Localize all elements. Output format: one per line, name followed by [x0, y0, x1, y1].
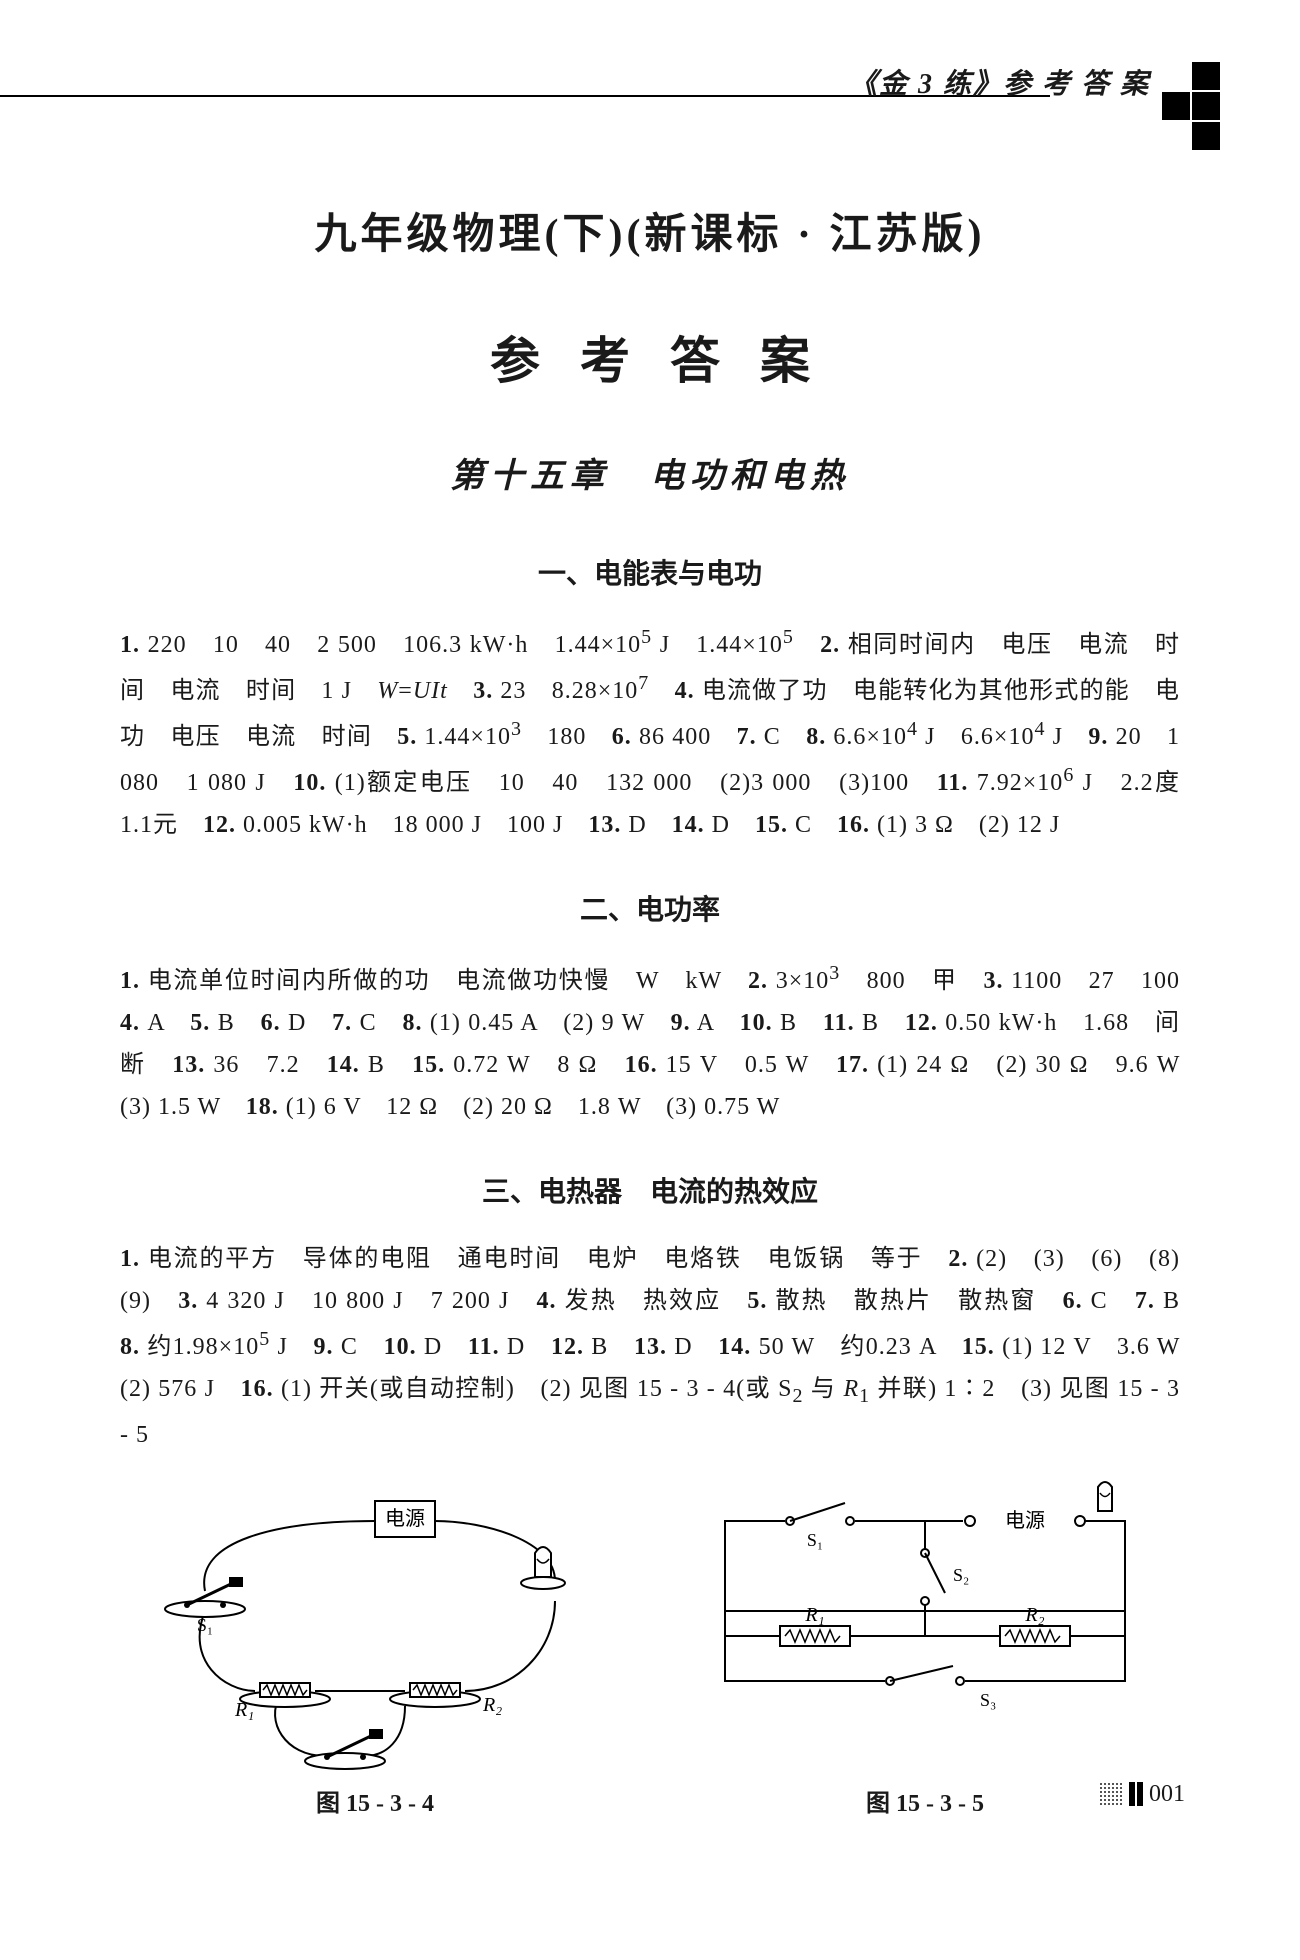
svg-text:S₁: S₁: [197, 1615, 213, 1635]
section-2-body: 1. 电流单位时间内所做的功 电流做功快慢 W kW 2. 3×103 800 …: [120, 956, 1180, 1128]
svg-text:S₂: S₂: [337, 1767, 353, 1771]
section-3-title: 三、电热器 电流的热效应: [120, 1170, 1180, 1210]
answers-title: 参考答案: [120, 321, 1180, 393]
section-1-body: 1. 220 10 40 2 500 106.3 kW·h 1.44×105 J…: [120, 620, 1180, 846]
svg-text:S₁: S₁: [807, 1530, 823, 1550]
svg-text:S₂: S₂: [953, 1565, 969, 1585]
section-2-title: 二、电功率: [120, 888, 1180, 928]
header-brand: 《金 3 练》参 考 答 案: [849, 62, 1150, 102]
svg-text:R₂: R₂: [482, 1694, 502, 1716]
circuit-figure-15-3-4: 电源 S₁: [125, 1481, 625, 1771]
svg-text:R₂: R₂: [1024, 1604, 1044, 1626]
svg-text:R₁: R₁: [804, 1604, 824, 1626]
chapter-title: 第十五章 电功和电热: [120, 448, 1180, 497]
svg-text:电源: 电源: [1005, 1509, 1045, 1532]
figure-caption-left: 图 15 - 3 - 4: [120, 1783, 630, 1818]
svg-text:S₃: S₃: [980, 1690, 996, 1710]
section-3-body: 1. 电流的平方 导体的电阻 通电时间 电炉 电烙铁 电饭锅 等于 2. (2)…: [120, 1238, 1180, 1456]
svg-text:R₁: R₁: [234, 1699, 254, 1721]
header-ornament: [1165, 62, 1220, 150]
section-1-title: 一、电能表与电功: [120, 552, 1180, 592]
book-title: 九年级物理(下)(新课标 · 江苏版): [120, 200, 1180, 261]
power-label: 电源: [385, 1507, 425, 1530]
page-number: 001: [1099, 1781, 1185, 1808]
circuit-figure-15-3-5: S₁ 电源 S₂: [685, 1481, 1165, 1771]
